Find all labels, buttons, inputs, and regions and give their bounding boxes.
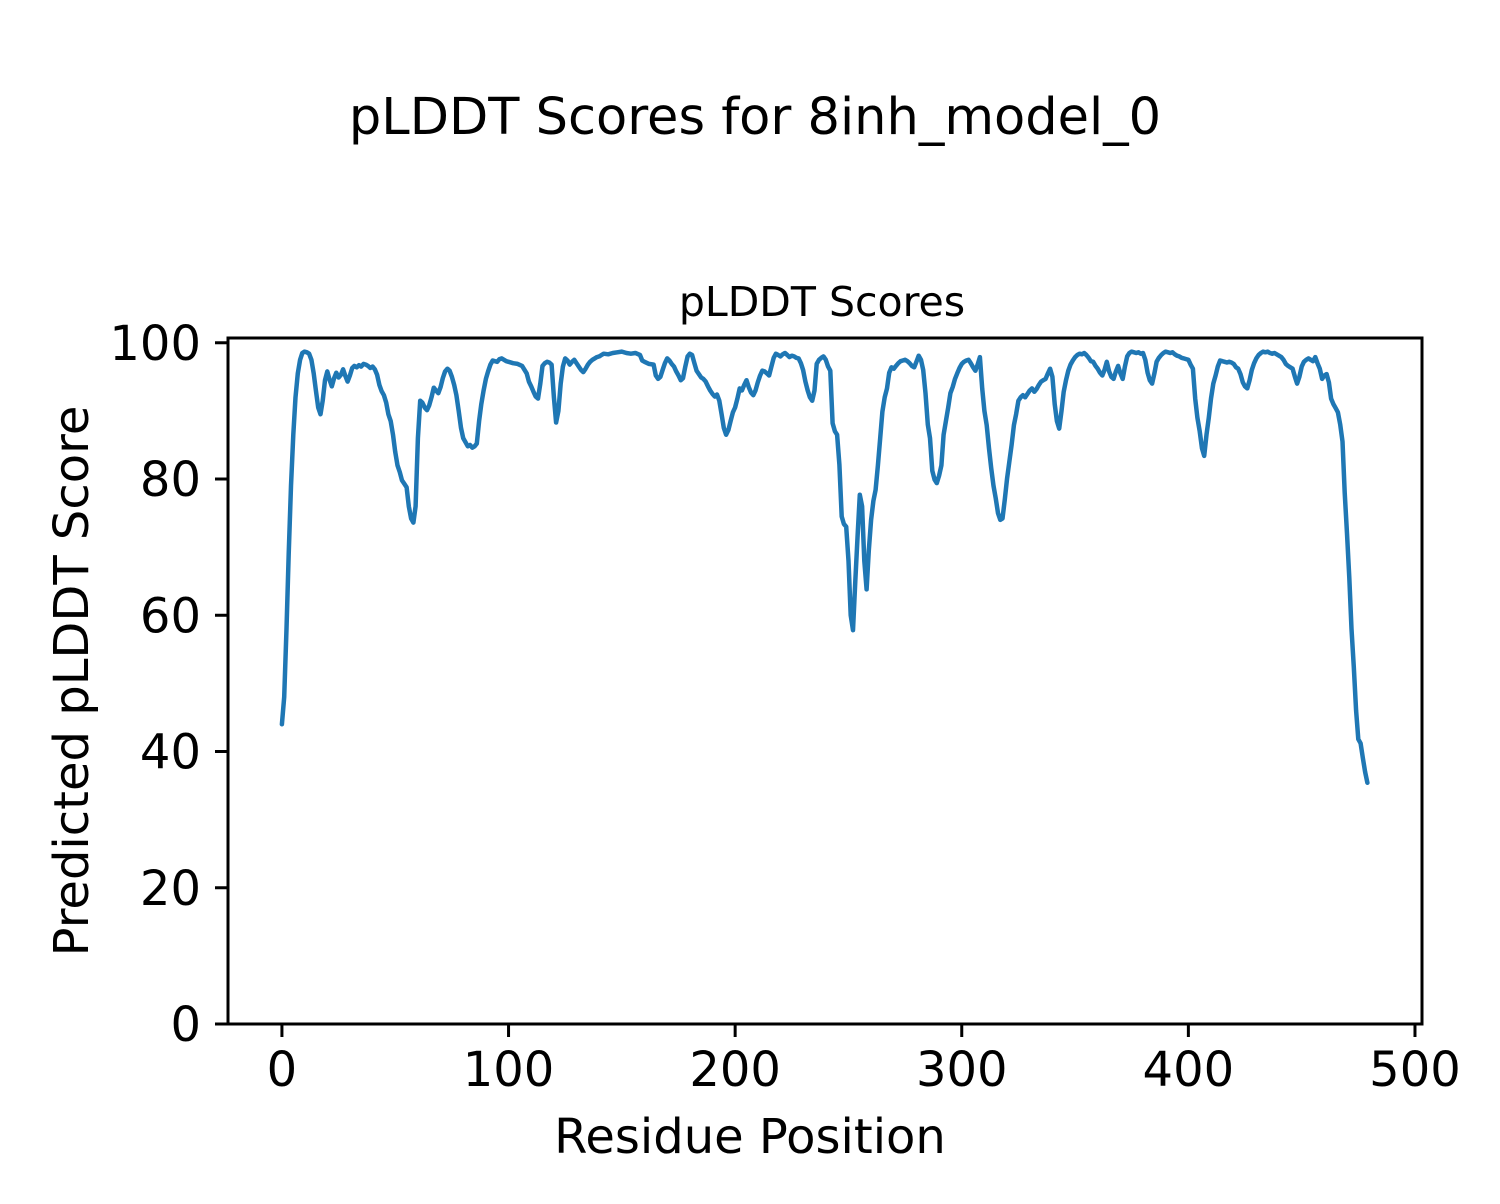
y-tick-label: 20 <box>140 861 201 917</box>
plddt-line <box>279 349 1370 786</box>
x-tick-label: 200 <box>689 1042 781 1098</box>
x-axis-label: Residue Position <box>554 1109 946 1165</box>
x-tick-label: 300 <box>916 1042 1008 1098</box>
x-tick-label: 100 <box>463 1042 555 1098</box>
y-tick-label: 0 <box>170 997 201 1053</box>
x-axis-ticks: 0 100 200 300 400 500 <box>267 1024 1461 1098</box>
plot-area <box>226 336 1424 1026</box>
y-tick-label: 80 <box>140 452 201 508</box>
x-tick-label: 500 <box>1369 1042 1461 1098</box>
y-tick-label: 40 <box>140 725 201 781</box>
y-tick-label: 60 <box>140 588 201 644</box>
x-tick-label: 0 <box>267 1042 298 1098</box>
x-tick-label: 400 <box>1143 1042 1235 1098</box>
series-lines <box>279 349 1370 786</box>
figure-title: pLDDT Scores for 8inh_model_0 <box>349 88 1161 147</box>
y-axis-label: Predicted pLDDT Score <box>44 406 100 957</box>
y-axis-ticks: 0 20 40 60 80 100 <box>109 316 228 1053</box>
axes-title: pLDDT Scores <box>679 278 965 326</box>
y-tick-label: 100 <box>109 316 201 372</box>
